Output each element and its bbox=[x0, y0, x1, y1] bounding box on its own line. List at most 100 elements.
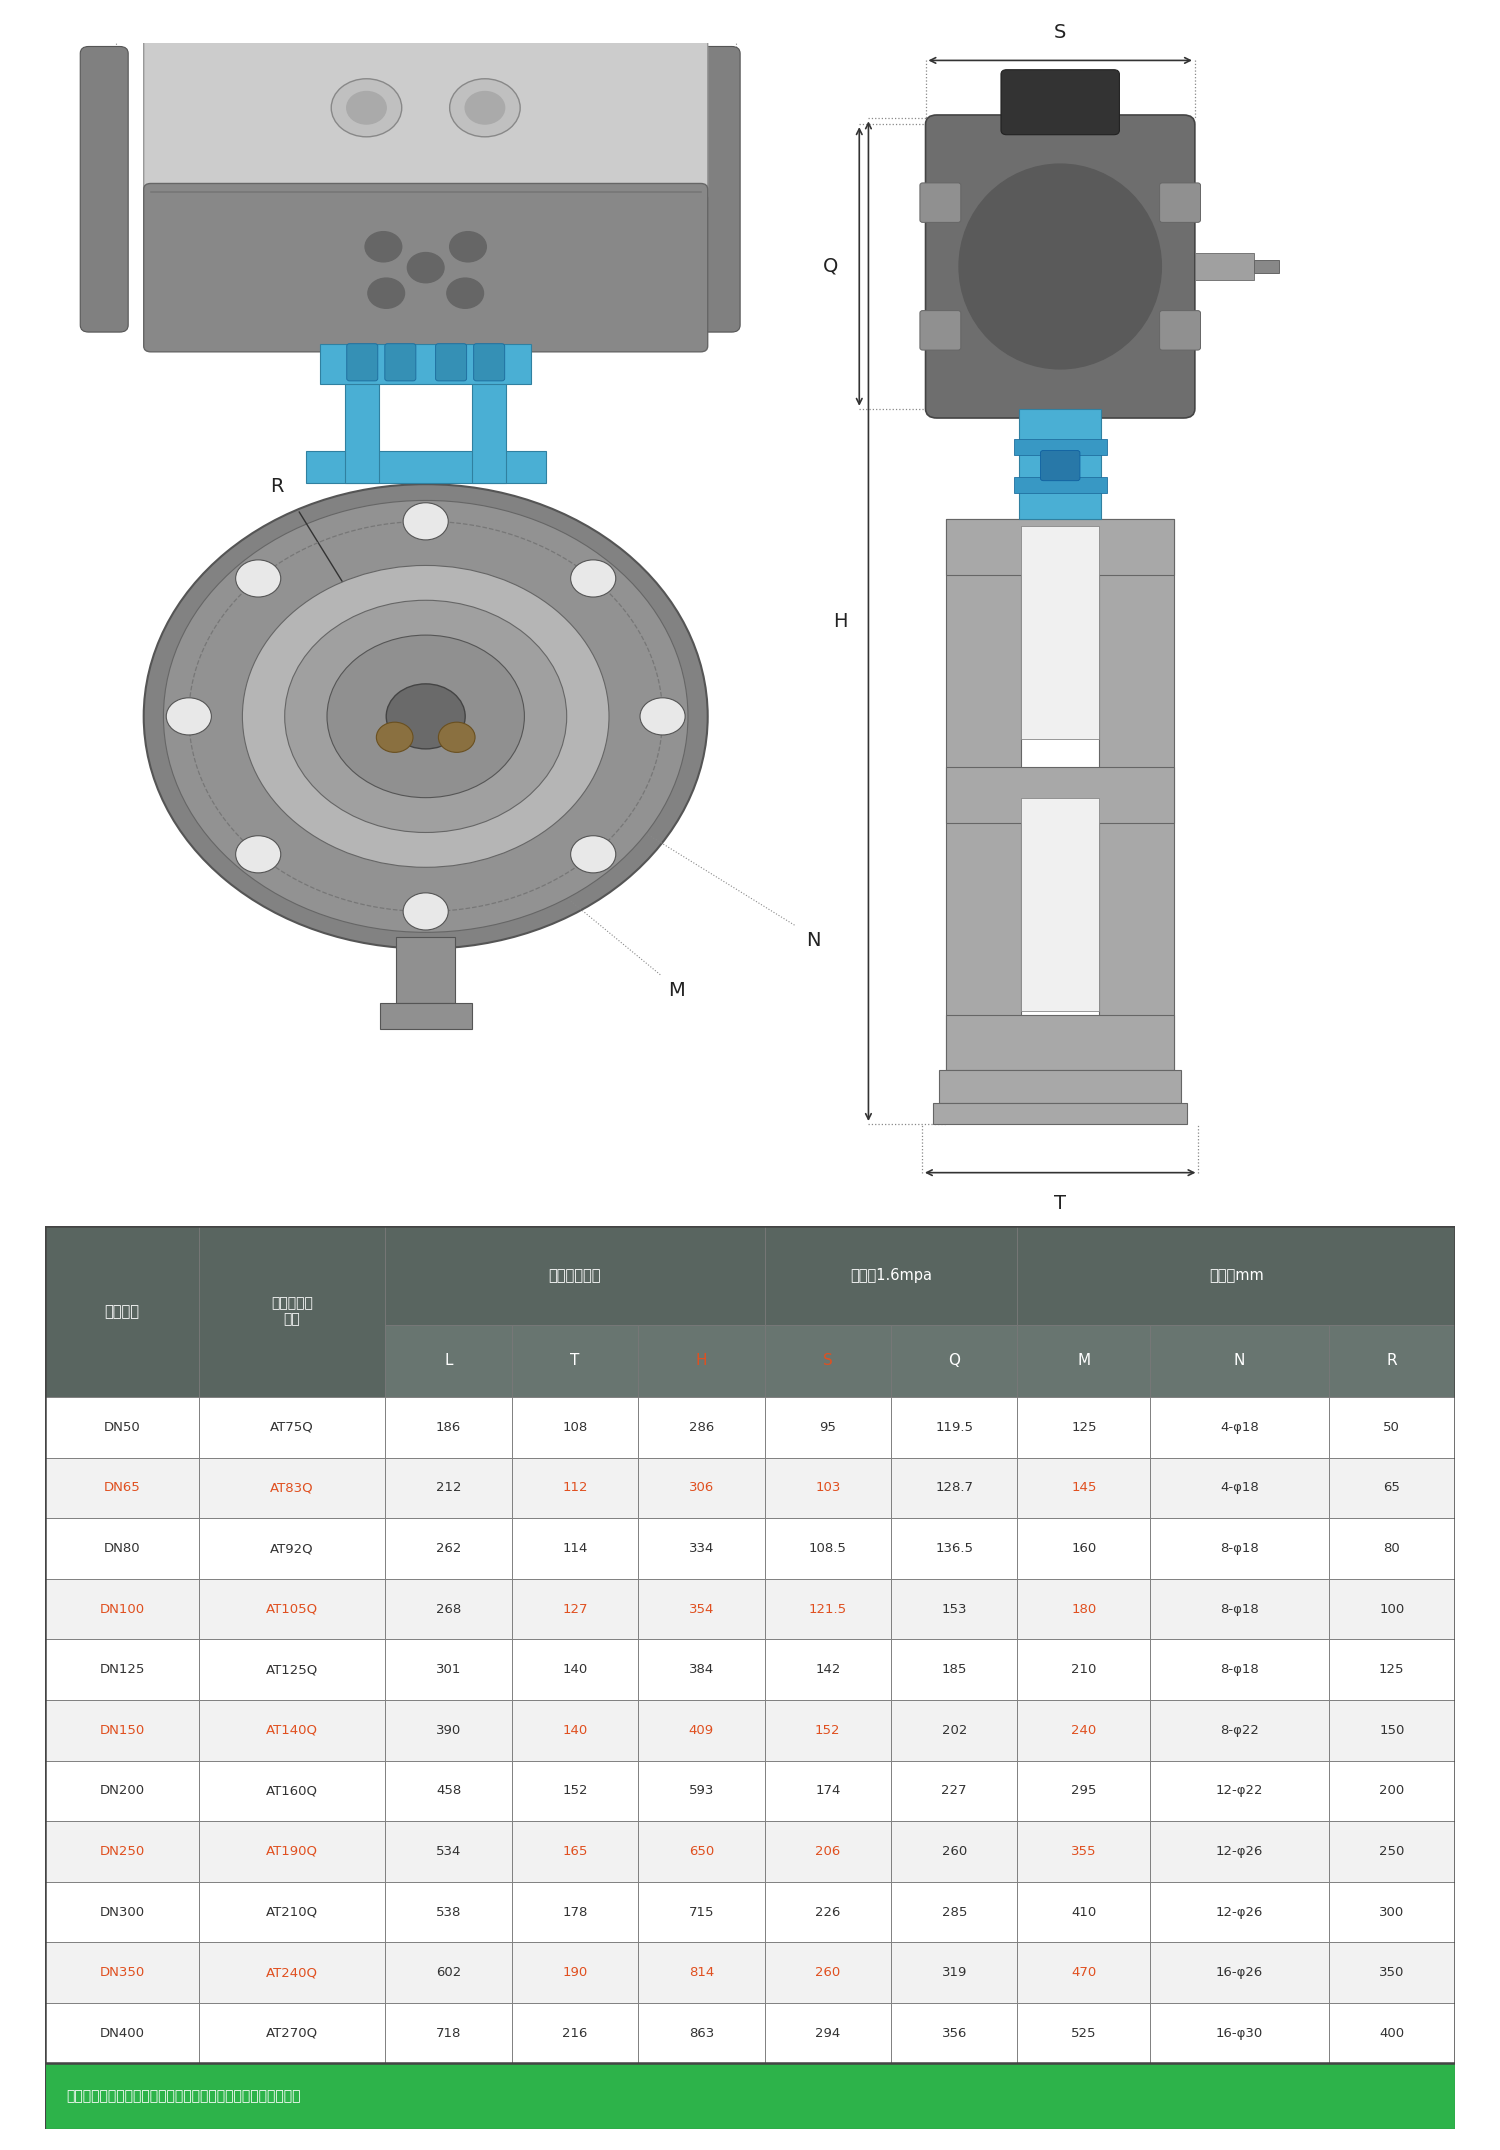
Bar bbox=[1017, 2004, 1150, 2064]
Text: AT75Q: AT75Q bbox=[270, 1421, 314, 1434]
Bar bbox=[512, 1518, 638, 1578]
Text: 121.5: 121.5 bbox=[808, 1602, 847, 1615]
Text: 140: 140 bbox=[562, 1664, 588, 1677]
Text: 153: 153 bbox=[942, 1602, 968, 1615]
Bar bbox=[386, 1701, 512, 1761]
Text: 气动执行器
配型: 气动执行器 配型 bbox=[272, 1296, 314, 1327]
Text: M: M bbox=[1077, 1354, 1090, 1367]
Text: 212: 212 bbox=[436, 1481, 462, 1494]
Bar bbox=[1017, 1458, 1150, 1518]
Circle shape bbox=[404, 503, 448, 540]
Circle shape bbox=[368, 277, 405, 307]
Text: 593: 593 bbox=[688, 1784, 714, 1797]
Bar bbox=[386, 1881, 512, 1941]
Text: 863: 863 bbox=[688, 2027, 714, 2040]
Bar bbox=[638, 1821, 765, 1881]
FancyBboxPatch shape bbox=[1000, 69, 1119, 135]
Bar bbox=[765, 1761, 891, 1821]
Bar bbox=[512, 1821, 638, 1881]
Text: 538: 538 bbox=[436, 1905, 460, 1918]
Bar bbox=[45, 1578, 200, 1640]
Text: 125: 125 bbox=[1071, 1421, 1096, 1434]
Bar bbox=[45, 1761, 200, 1821]
Circle shape bbox=[166, 699, 211, 735]
FancyBboxPatch shape bbox=[1041, 452, 1080, 482]
Bar bbox=[200, 1881, 386, 1941]
Text: 458: 458 bbox=[436, 1784, 460, 1797]
Bar bbox=[1329, 1881, 1455, 1941]
Bar bbox=[200, 1821, 386, 1881]
Bar bbox=[1150, 1518, 1329, 1578]
FancyBboxPatch shape bbox=[144, 183, 708, 353]
Bar bbox=[946, 1015, 1174, 1071]
Text: 286: 286 bbox=[688, 1421, 714, 1434]
Circle shape bbox=[164, 501, 688, 933]
Text: 185: 185 bbox=[942, 1664, 968, 1677]
Bar bbox=[45, 1821, 200, 1881]
Bar bbox=[946, 768, 1174, 823]
Circle shape bbox=[640, 699, 686, 735]
Bar bbox=[200, 1226, 386, 1398]
Text: 260: 260 bbox=[942, 1845, 968, 1858]
Bar bbox=[386, 1226, 765, 1324]
Bar bbox=[45, 1458, 200, 1518]
Bar bbox=[200, 1578, 386, 1640]
FancyBboxPatch shape bbox=[926, 114, 1196, 417]
Bar bbox=[472, 378, 506, 484]
Bar bbox=[765, 1640, 891, 1701]
Bar bbox=[638, 1941, 765, 2004]
Text: 334: 334 bbox=[688, 1542, 714, 1554]
Text: 262: 262 bbox=[436, 1542, 460, 1554]
Bar bbox=[1150, 1324, 1329, 1398]
Text: 240: 240 bbox=[1071, 1724, 1096, 1737]
Text: T: T bbox=[1054, 1193, 1066, 1213]
Bar bbox=[386, 1941, 512, 2004]
Text: 174: 174 bbox=[815, 1784, 840, 1797]
Bar bbox=[638, 1761, 765, 1821]
Text: 单位：mm: 单位：mm bbox=[1209, 1268, 1263, 1284]
Bar bbox=[891, 1761, 1017, 1821]
Circle shape bbox=[570, 836, 616, 873]
Text: 390: 390 bbox=[436, 1724, 460, 1737]
Text: 200: 200 bbox=[1378, 1784, 1404, 1797]
Bar bbox=[765, 1226, 1017, 1324]
Bar bbox=[200, 1761, 386, 1821]
Bar bbox=[512, 1941, 638, 2004]
Bar bbox=[396, 937, 456, 1004]
Bar bbox=[638, 1324, 765, 1398]
FancyBboxPatch shape bbox=[474, 344, 504, 381]
Bar bbox=[891, 1640, 1017, 1701]
Text: 715: 715 bbox=[688, 1905, 714, 1918]
Text: 103: 103 bbox=[815, 1481, 840, 1494]
Text: 127: 127 bbox=[562, 1602, 588, 1615]
Bar bbox=[386, 1398, 512, 1458]
Circle shape bbox=[327, 634, 525, 798]
Bar bbox=[1017, 1640, 1150, 1701]
Bar bbox=[512, 1324, 638, 1398]
Bar bbox=[891, 1398, 1017, 1458]
Bar bbox=[512, 1398, 638, 1458]
Bar bbox=[891, 2004, 1017, 2064]
Text: H: H bbox=[696, 1354, 706, 1367]
Bar bbox=[765, 1518, 891, 1578]
Bar bbox=[386, 1324, 512, 1398]
Text: 226: 226 bbox=[815, 1905, 840, 1918]
Text: 16-φ30: 16-φ30 bbox=[1216, 2027, 1263, 2040]
Text: 108.5: 108.5 bbox=[808, 1542, 846, 1554]
Circle shape bbox=[438, 722, 476, 752]
Bar bbox=[638, 1881, 765, 1941]
Bar bbox=[512, 1458, 638, 1518]
Circle shape bbox=[236, 836, 280, 873]
Bar bbox=[1150, 1398, 1329, 1458]
Bar bbox=[1329, 1398, 1455, 1458]
Text: 150: 150 bbox=[1378, 1724, 1404, 1737]
Circle shape bbox=[332, 80, 402, 138]
Bar bbox=[891, 1881, 1017, 1941]
Bar bbox=[638, 1398, 765, 1458]
Text: AT105Q: AT105Q bbox=[266, 1602, 318, 1615]
Text: 尺寸标注代号: 尺寸标注代号 bbox=[549, 1268, 602, 1284]
Circle shape bbox=[465, 92, 504, 125]
Text: 65: 65 bbox=[1383, 1481, 1400, 1494]
Bar bbox=[891, 1518, 1017, 1578]
Bar bbox=[638, 1701, 765, 1761]
